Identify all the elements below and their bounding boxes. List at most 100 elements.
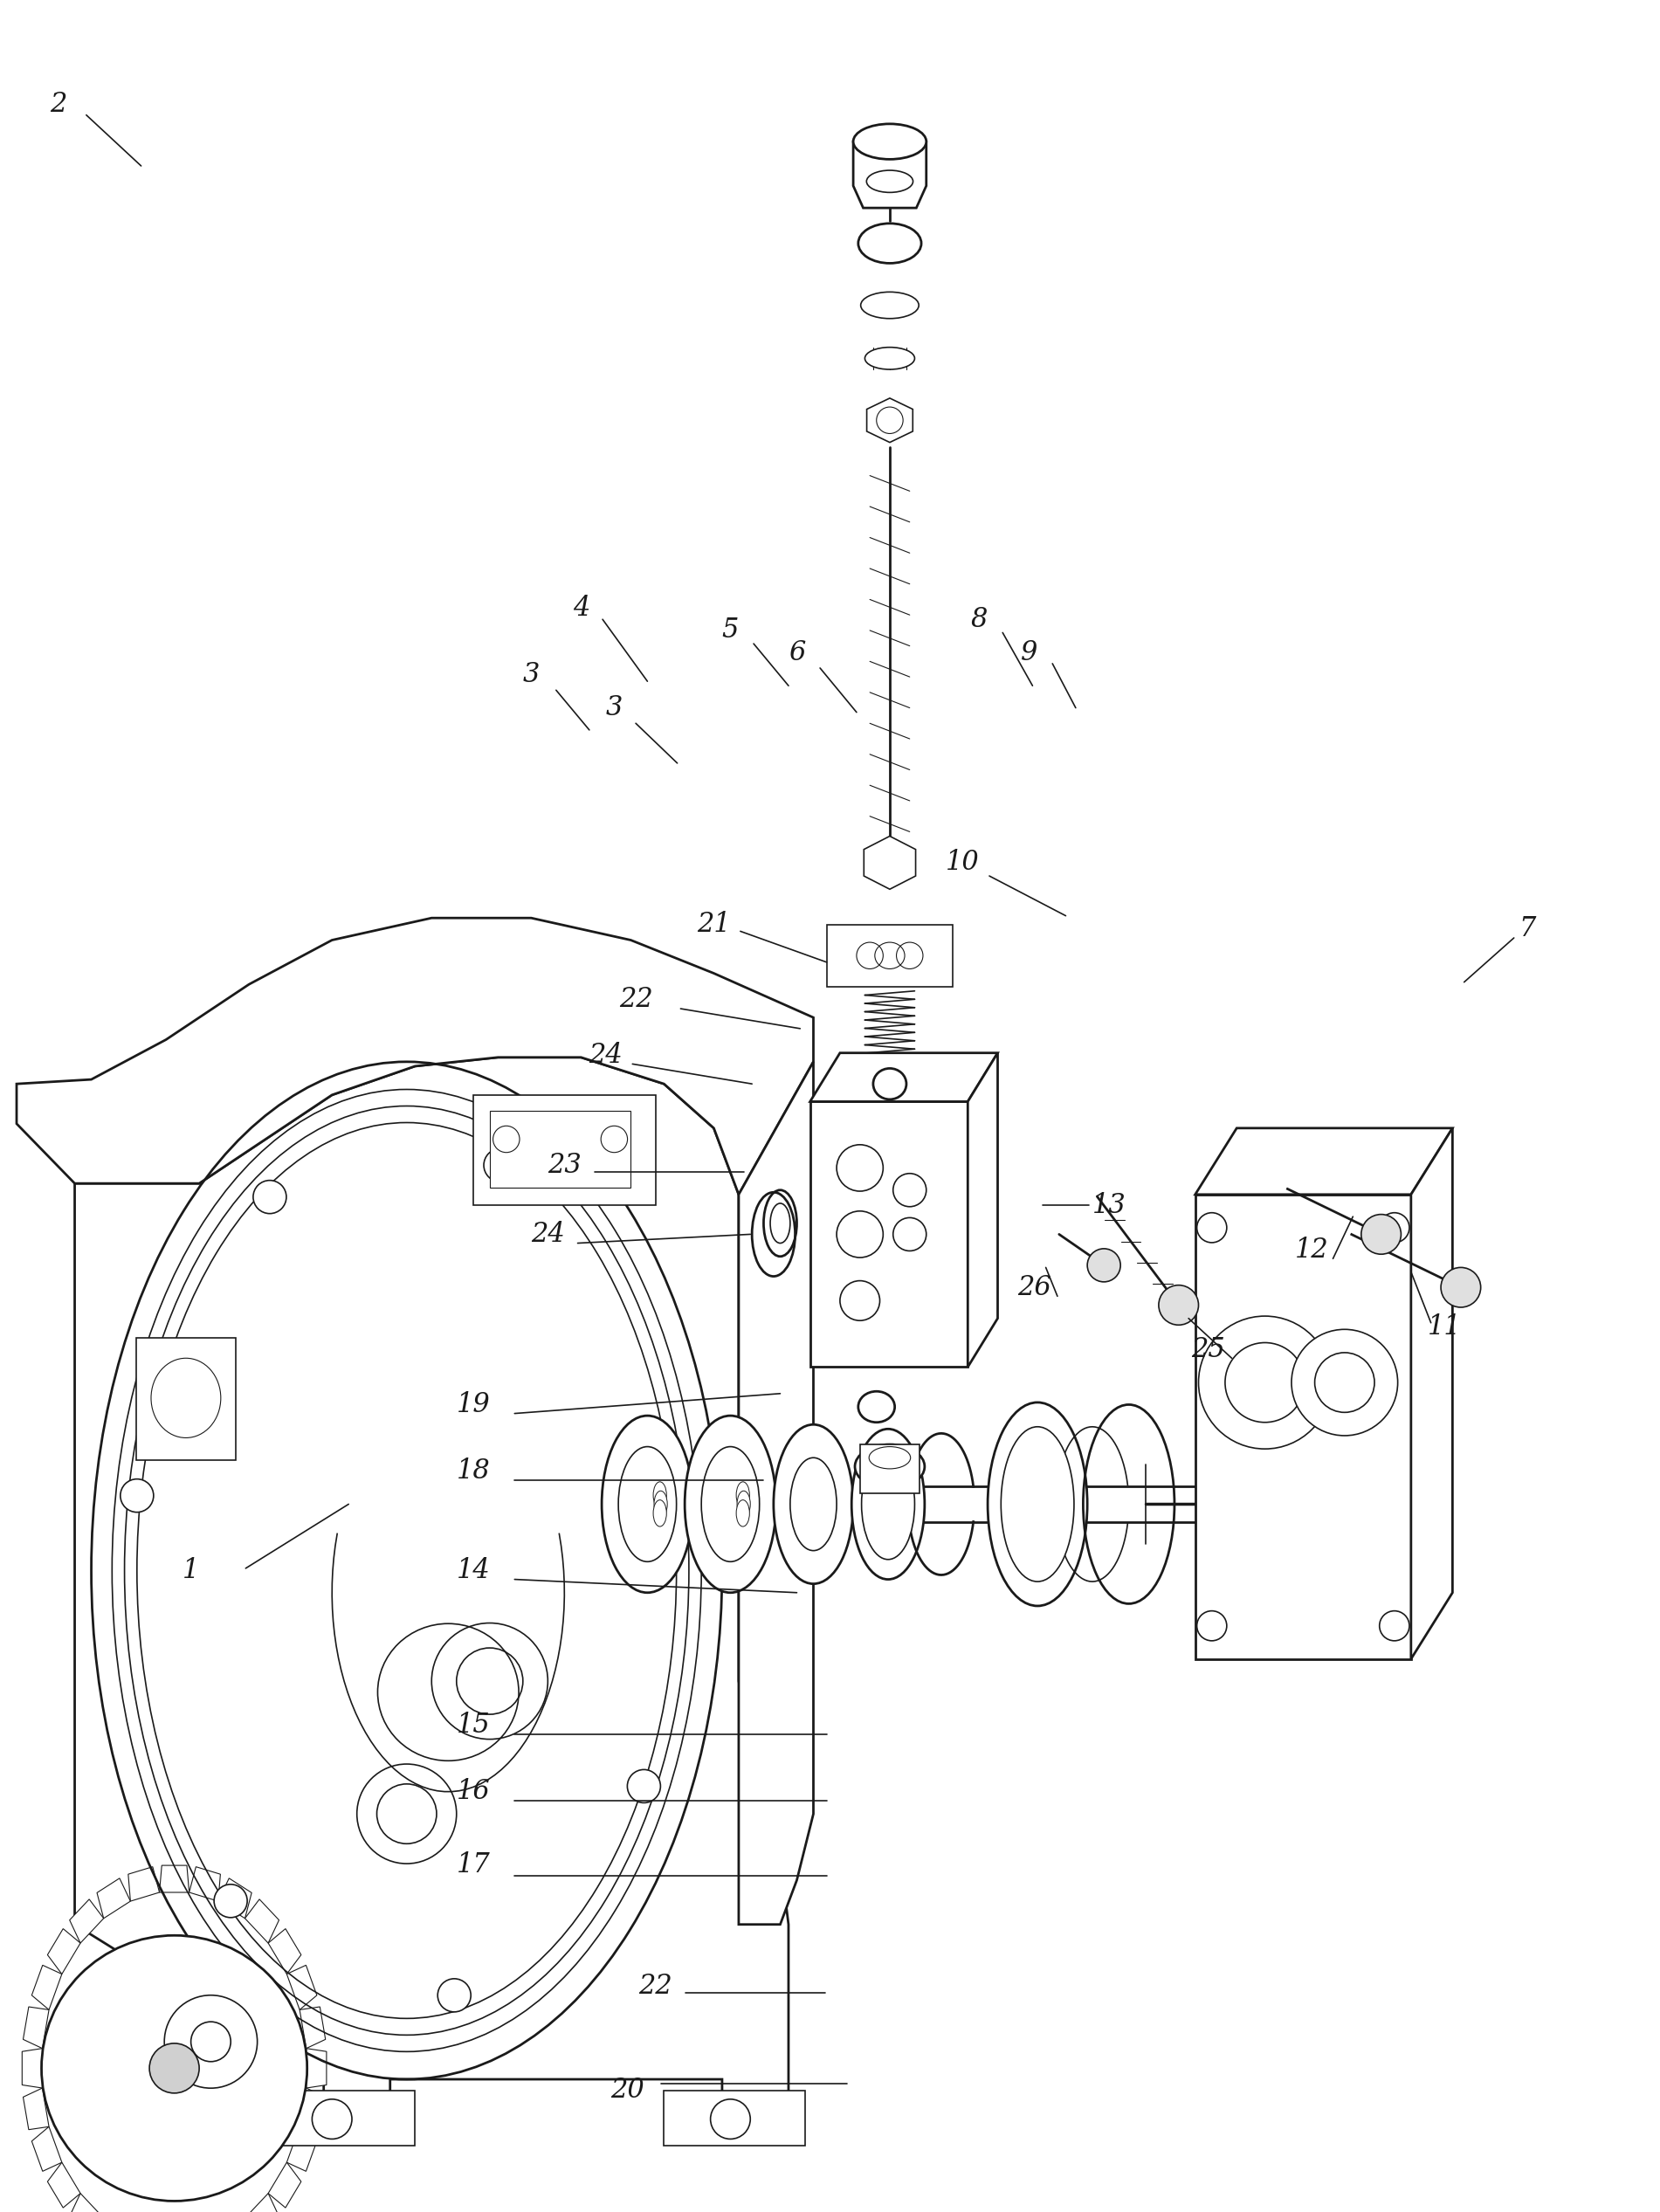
Polygon shape [32,1964,61,2011]
Bar [827,925,953,987]
Polygon shape [75,1057,788,2124]
Polygon shape [305,2048,327,2088]
Text: 22: 22 [639,1973,672,2000]
Text: 4: 4 [573,595,589,622]
Polygon shape [287,1964,317,2011]
Text: 24: 24 [531,1221,564,1248]
Polygon shape [128,1867,159,1900]
Circle shape [1199,1316,1331,1449]
Circle shape [840,1281,880,1321]
Circle shape [377,1783,437,1845]
Bar [664,2090,805,2146]
Ellipse shape [862,292,920,319]
Circle shape [1225,1343,1305,1422]
Text: 20: 20 [611,2077,644,2104]
Polygon shape [473,1095,656,1206]
Text: 22: 22 [619,987,652,1013]
Circle shape [893,1217,926,1252]
Circle shape [1197,1212,1227,1243]
Polygon shape [269,1929,300,1973]
Polygon shape [810,1102,968,1367]
Circle shape [121,1480,154,1513]
Circle shape [627,1770,661,1803]
Polygon shape [48,1929,80,1973]
Circle shape [312,2099,352,2139]
Circle shape [42,1936,307,2201]
Text: 1: 1 [183,1557,199,1584]
Circle shape [601,1126,627,1152]
Circle shape [896,942,923,969]
Text: 7: 7 [1519,916,1536,942]
Text: 13: 13 [1092,1192,1125,1219]
Circle shape [191,2022,231,2062]
Text: 14: 14 [457,1557,490,1584]
Polygon shape [1195,1128,1452,1194]
Circle shape [1361,1214,1401,1254]
Ellipse shape [790,1458,837,1551]
Circle shape [1379,1212,1409,1243]
Text: 3: 3 [606,695,622,721]
Text: 26: 26 [1018,1274,1051,1301]
Text: 25: 25 [1192,1336,1225,1363]
Polygon shape [217,1878,252,1918]
Polygon shape [48,2163,80,2208]
Ellipse shape [654,1500,667,1526]
Text: 3: 3 [523,661,540,688]
Circle shape [1441,1267,1481,1307]
Text: 8: 8 [971,606,988,633]
Polygon shape [23,2006,48,2048]
Circle shape [1291,1329,1398,1436]
Text: 18: 18 [457,1458,490,1484]
Bar [249,2090,415,2146]
Circle shape [254,1181,287,1214]
Polygon shape [863,836,916,889]
Circle shape [837,1210,883,1259]
Circle shape [837,1144,883,1192]
Text: 6: 6 [788,639,805,666]
Ellipse shape [855,1444,925,1489]
Text: 17: 17 [457,1851,490,1878]
Polygon shape [300,2088,325,2130]
Text: 15: 15 [457,1712,490,1739]
Polygon shape [739,1062,813,1924]
Ellipse shape [852,1429,925,1579]
Ellipse shape [867,170,913,192]
Circle shape [432,1624,548,1739]
Ellipse shape [654,1482,667,1509]
Ellipse shape [853,124,926,159]
Bar [136,1338,236,1460]
Circle shape [214,1885,247,1918]
Text: 11: 11 [1428,1314,1461,1340]
Polygon shape [246,2194,279,2212]
Polygon shape [968,1053,998,1367]
Ellipse shape [770,1203,790,1243]
Ellipse shape [737,1482,750,1509]
Text: 16: 16 [457,1778,490,1805]
Circle shape [493,1126,520,1152]
Bar [860,1444,920,1493]
Circle shape [1159,1285,1199,1325]
Text: 19: 19 [457,1391,490,1418]
Bar [490,1110,631,1188]
Text: 24: 24 [589,1042,622,1068]
Polygon shape [853,142,926,208]
Polygon shape [300,2006,325,2048]
Ellipse shape [737,1491,750,1517]
Circle shape [710,2099,750,2139]
Circle shape [857,942,883,969]
Circle shape [1087,1248,1120,1283]
Polygon shape [287,2126,317,2172]
Text: 23: 23 [548,1152,581,1179]
Text: 21: 21 [697,911,730,938]
Polygon shape [17,918,813,1194]
Ellipse shape [862,1449,915,1559]
Polygon shape [1411,1128,1452,1659]
Ellipse shape [737,1500,750,1526]
Ellipse shape [774,1425,853,1584]
Circle shape [438,1980,471,2013]
Ellipse shape [654,1491,667,1517]
Circle shape [483,1148,516,1181]
Circle shape [149,2044,199,2093]
Text: 12: 12 [1295,1237,1328,1263]
Polygon shape [23,2088,48,2130]
